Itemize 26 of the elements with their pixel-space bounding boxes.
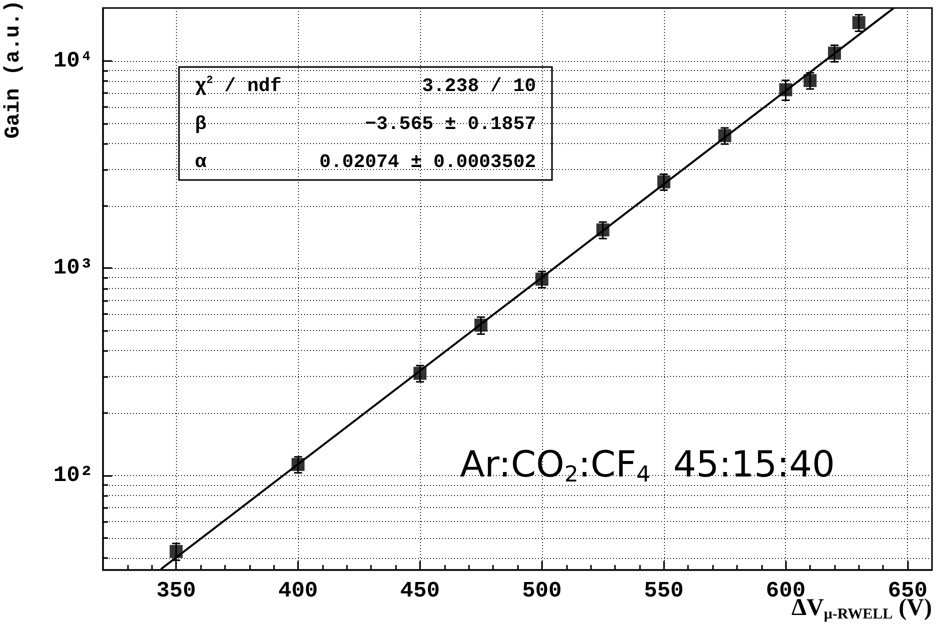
annotation: −3.565 ± 0.1857 [364, 113, 536, 135]
x-tick-label: 500 [522, 578, 562, 604]
x-tick-label: 550 [644, 578, 684, 604]
x-tick-label: 400 [278, 578, 318, 604]
point [718, 129, 732, 142]
y-tick-label: 10³ [53, 256, 93, 281]
point [292, 458, 305, 471]
annotation: 0.02074 ± 0.0003502 [319, 151, 536, 173]
y-tick-label: 10⁴ [53, 48, 93, 74]
point [852, 16, 866, 30]
point [535, 272, 548, 286]
point [413, 366, 426, 380]
point [779, 83, 792, 96]
point [804, 74, 817, 88]
x-tick-label: 350 [156, 578, 196, 604]
x-tick-label: 450 [400, 578, 440, 604]
point [596, 223, 610, 236]
annotation: 3.238 / 10 [422, 75, 536, 97]
point [474, 318, 488, 332]
annotation: α [195, 151, 207, 173]
point [657, 175, 670, 188]
y-tick-label: 10² [53, 462, 93, 488]
annotation: β [195, 113, 206, 135]
y-axis-title: Gain (a.u.) [2, 0, 26, 139]
point [828, 46, 841, 60]
point [170, 544, 183, 558]
